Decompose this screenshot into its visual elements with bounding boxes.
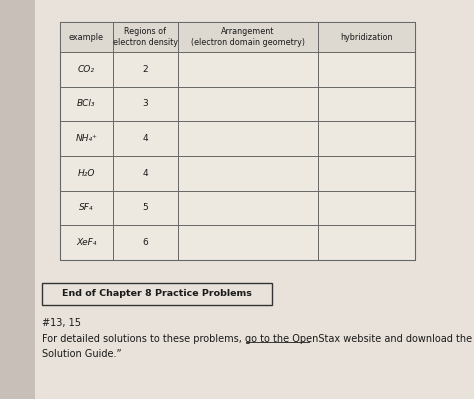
Text: H₂O: H₂O: [78, 169, 95, 178]
Text: 3: 3: [143, 99, 148, 109]
Text: NH₄⁺: NH₄⁺: [75, 134, 97, 143]
Text: 2: 2: [143, 65, 148, 74]
Text: 5: 5: [143, 203, 148, 213]
Text: For detailed solutions to these problems, go to the OpenStax website and downloa: For detailed solutions to these problems…: [42, 334, 474, 344]
Text: 4: 4: [143, 169, 148, 178]
Text: Regions of
electron density: Regions of electron density: [113, 27, 178, 47]
Bar: [60, 22, 415, 260]
Text: Solution Guide.”: Solution Guide.”: [42, 349, 122, 359]
Bar: [60, 22, 415, 52]
Text: 4: 4: [143, 134, 148, 143]
Text: SF₄: SF₄: [79, 203, 93, 213]
Text: XeF₄: XeF₄: [76, 238, 96, 247]
Text: End of Chapter 8 Practice Problems: End of Chapter 8 Practice Problems: [62, 290, 252, 298]
Text: example: example: [69, 32, 104, 41]
Text: CO₂: CO₂: [78, 65, 95, 74]
Text: #13, 15: #13, 15: [42, 318, 81, 328]
Text: BCl₃: BCl₃: [77, 99, 96, 109]
Text: Arrangement
(electron domain geometry): Arrangement (electron domain geometry): [191, 27, 305, 47]
Bar: [42, 283, 272, 305]
Text: 6: 6: [143, 238, 148, 247]
Text: hybridization: hybridization: [340, 32, 392, 41]
